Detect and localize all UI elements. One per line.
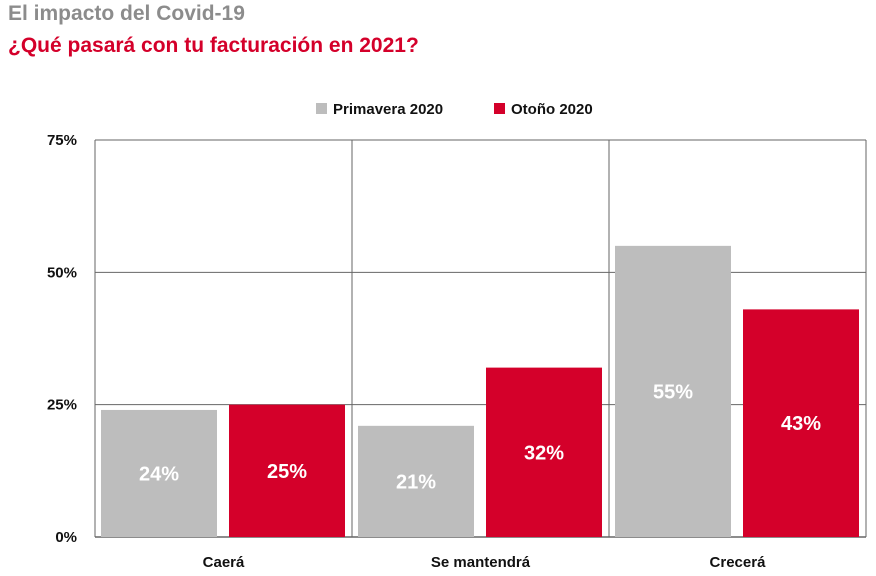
y-tick-label: 50% [47,264,77,281]
bar [229,404,345,537]
chart-title: El impacto del Covid-19 [8,2,245,25]
y-tick-label: 25% [47,397,77,414]
x-tick-label: Se mantendrá [431,554,531,571]
bar-value-label: 32% [524,442,564,464]
bar-value-label: 24% [139,463,179,485]
bar [358,425,474,537]
bar [743,309,859,537]
y-tick-label: 0% [55,529,77,546]
bar-value-label: 25% [267,461,307,483]
legend-label: Primavera 2020 [333,101,443,118]
bar [101,409,217,537]
bar-value-label: 43% [781,413,821,435]
bar-value-label: 55% [653,381,693,403]
bar-value-label: 21% [396,471,436,493]
chart-subtitle: ¿Qué pasará con tu facturación en 2021? [8,34,419,57]
y-tick-label: 75% [47,132,77,149]
legend-swatch [316,103,327,114]
x-tick-label: Crecerá [710,554,767,571]
legend-swatch [494,103,505,114]
x-tick-label: Caerá [203,554,245,571]
bar [615,245,731,537]
legend-label: Otoño 2020 [511,101,593,118]
bar [486,367,602,537]
